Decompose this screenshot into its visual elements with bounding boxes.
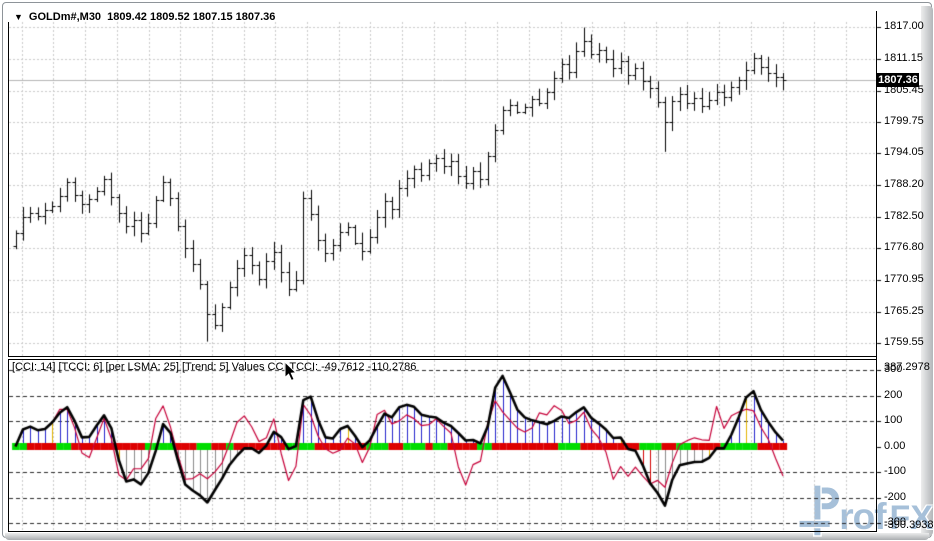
indicator-max-label: 387.2978 xyxy=(884,361,930,373)
price-tick-label: 1788.20 xyxy=(884,178,924,191)
price-tick-label: 1799.75 xyxy=(884,114,924,127)
price-tick-label: 1782.50 xyxy=(884,209,924,222)
indicator-level-label: 200 xyxy=(884,388,903,401)
indicator-level-label: 300 xyxy=(884,363,903,375)
indicator-panel-bottom-border xyxy=(8,531,877,532)
price-tick-label: 1776.80 xyxy=(884,241,924,254)
indicator-panel-left-border xyxy=(8,359,9,531)
price-tick-label: 1794.05 xyxy=(884,146,924,159)
indicator-level-label: 100 xyxy=(884,414,903,426)
chart-header: ▼ GOLDm#,M30 1809.42 1809.52 1807.15 180… xyxy=(14,10,275,24)
indicator-level-label: -200 xyxy=(884,490,907,503)
indicator-level-label: 0.00 xyxy=(884,439,906,452)
indicator-title-label: [CCI: 14] [TCCI: 6] [per LSMA: 25] [Tren… xyxy=(12,361,417,373)
price-tick-label: 1811.15 xyxy=(884,52,923,65)
main-panel-bottom-border xyxy=(8,356,877,357)
price-axis-line xyxy=(876,11,877,531)
price-tick-label: 1765.25 xyxy=(884,304,924,317)
mouse-cursor-icon xyxy=(284,361,298,382)
indicator-min-label: -390.3938 xyxy=(884,519,934,531)
indicator-panel-top-border[interactable] xyxy=(8,359,877,360)
indicator-level-label: -100 xyxy=(884,465,907,477)
symbol-dropdown-icon[interactable]: ▼ xyxy=(14,12,23,22)
price-tick-label: 1770.95 xyxy=(884,273,924,286)
main-panel-left-border xyxy=(8,22,9,357)
indicator-level-label: -300 xyxy=(884,516,907,528)
current-price-badge: 1807.36 xyxy=(877,73,919,88)
price-tick-label: 1817.00 xyxy=(884,20,924,32)
price-tick-label: 1759.55 xyxy=(884,335,924,348)
symbol-ohlc-label: GOLDm#,M30 1809.42 1809.52 1807.15 1807.… xyxy=(28,11,276,23)
